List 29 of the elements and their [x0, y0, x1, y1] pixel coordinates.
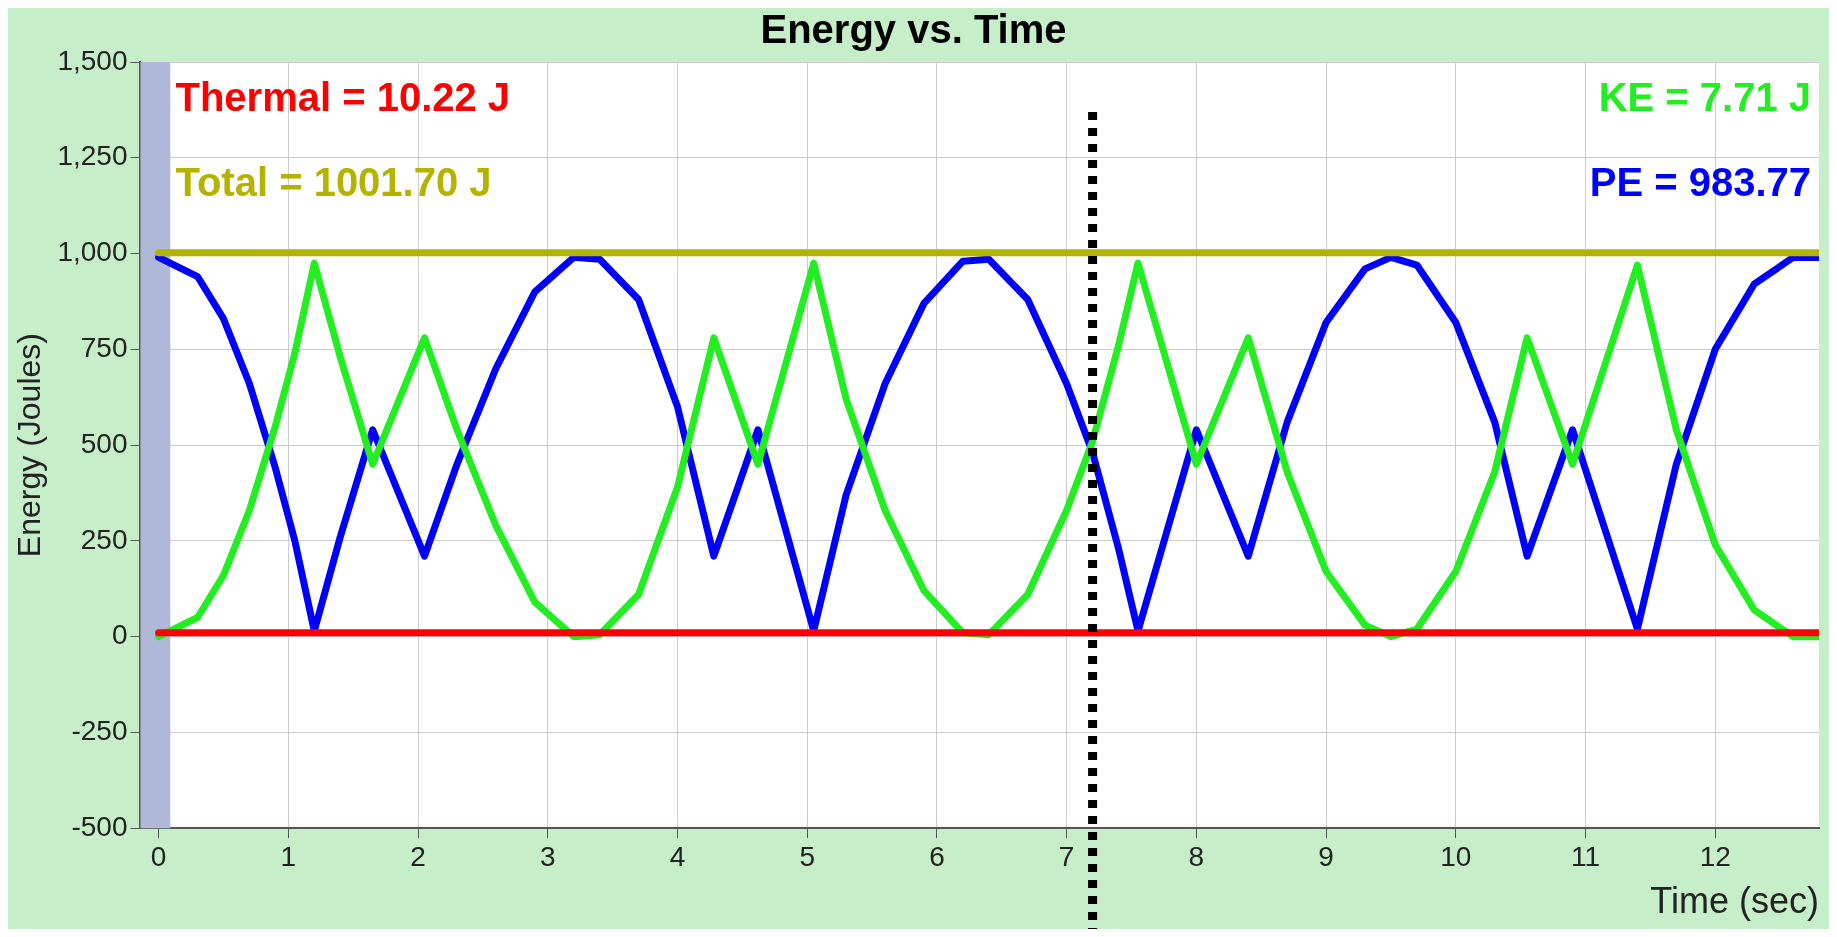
chart-title: Energy vs. Time	[760, 7, 1067, 52]
x-tick-label: 11	[1570, 840, 1601, 872]
x-tick-label: 6	[929, 840, 945, 872]
x-tick-label: 8	[1188, 840, 1205, 872]
y-axis-title: Energy (Joules)	[11, 333, 48, 558]
y-tick-label: 1,000	[57, 236, 128, 268]
y-tick-label: 1,250	[57, 140, 128, 172]
y-tick-label: 500	[80, 427, 128, 459]
x-axis-title: Time (sec)	[1650, 880, 1819, 922]
x-tick-label: 1	[280, 840, 297, 872]
y-tick-label: -500	[71, 810, 128, 842]
y-tick-label: -250	[71, 715, 128, 747]
annotation: Thermal = 10.22 J	[175, 75, 511, 120]
x-tick-label: 4	[669, 840, 686, 872]
y-tick-label: 0	[111, 619, 128, 651]
x-tick-label: 2	[410, 840, 426, 872]
x-tick-label: 3	[539, 840, 556, 872]
y-tick-label: 1,500	[57, 44, 128, 76]
y-tick-label: 250	[80, 523, 128, 555]
x-tick-label: 5	[799, 840, 815, 872]
x-tick-label: 9	[1318, 840, 1334, 872]
annotation: KE = 7.71 J	[1598, 75, 1811, 120]
y-tick-label: 750	[80, 332, 128, 364]
annotation: Total = 1001.70 J	[175, 160, 492, 205]
x-tick-label: 7	[1058, 840, 1075, 872]
annotation: PE = 983.77	[1589, 160, 1811, 205]
x-tick-label: 12	[1699, 840, 1731, 872]
x-tick-label: 0	[150, 840, 167, 872]
x-tick-label: 10	[1440, 840, 1472, 872]
